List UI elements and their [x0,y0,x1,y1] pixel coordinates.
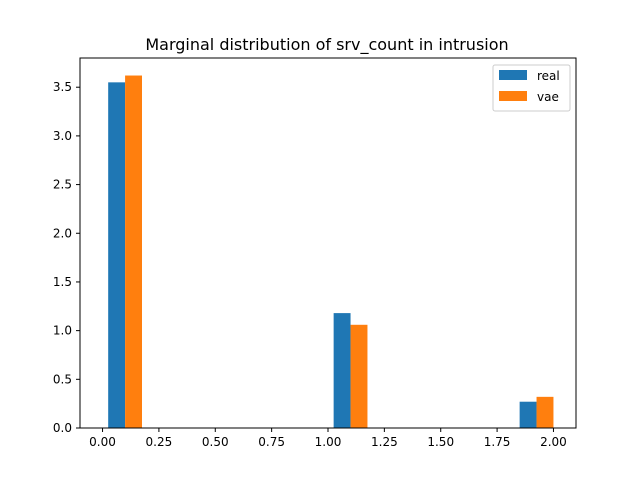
bar-real-1 [333,313,351,428]
y-tick-label: 3.0 [53,129,72,143]
y-tick-label: 3.5 [53,80,72,94]
y-tick-label: 2.5 [53,178,72,192]
y-tick-label: 2.0 [53,226,72,240]
y-axis: 0.0 0.5 1.0 1.5 2.0 2.5 3.0 3.5 [53,80,80,435]
x-tick-label: 1.50 [427,435,454,449]
legend-label-real: real [537,69,560,83]
bar-real-2 [519,401,537,428]
x-tick-label: 0.00 [89,435,116,449]
legend-label-vae: vae [537,90,559,104]
chart-title: Marginal distribution of srv_count in in… [145,35,508,55]
x-tick-label: 0.50 [202,435,229,449]
bars-layer [108,75,554,429]
y-tick-label: 1.0 [53,324,72,338]
x-tick-label: 1.75 [484,435,511,449]
x-tick-label: 0.25 [146,435,173,449]
y-tick-label: 0.0 [53,421,72,435]
x-tick-label: 1.00 [315,435,342,449]
bar-vae-1 [350,324,368,428]
bar-vae-2 [536,396,554,428]
x-tick-label: 1.25 [371,435,398,449]
y-tick-label: 1.5 [53,275,72,289]
bar-real-0 [108,82,126,428]
x-axis: 0.00 0.25 0.50 0.75 1.00 1.25 1.50 1.75 2.00 [89,428,567,449]
x-tick-label: 2.00 [540,435,567,449]
plot-frame [79,57,577,429]
x-tick-label: 0.75 [258,435,285,449]
y-tick-label: 0.5 [53,372,72,386]
legend-swatch-vae [499,91,527,101]
legend-swatch-real [499,70,527,80]
bar-vae-0 [125,75,142,429]
legend: real vae [492,64,571,112]
